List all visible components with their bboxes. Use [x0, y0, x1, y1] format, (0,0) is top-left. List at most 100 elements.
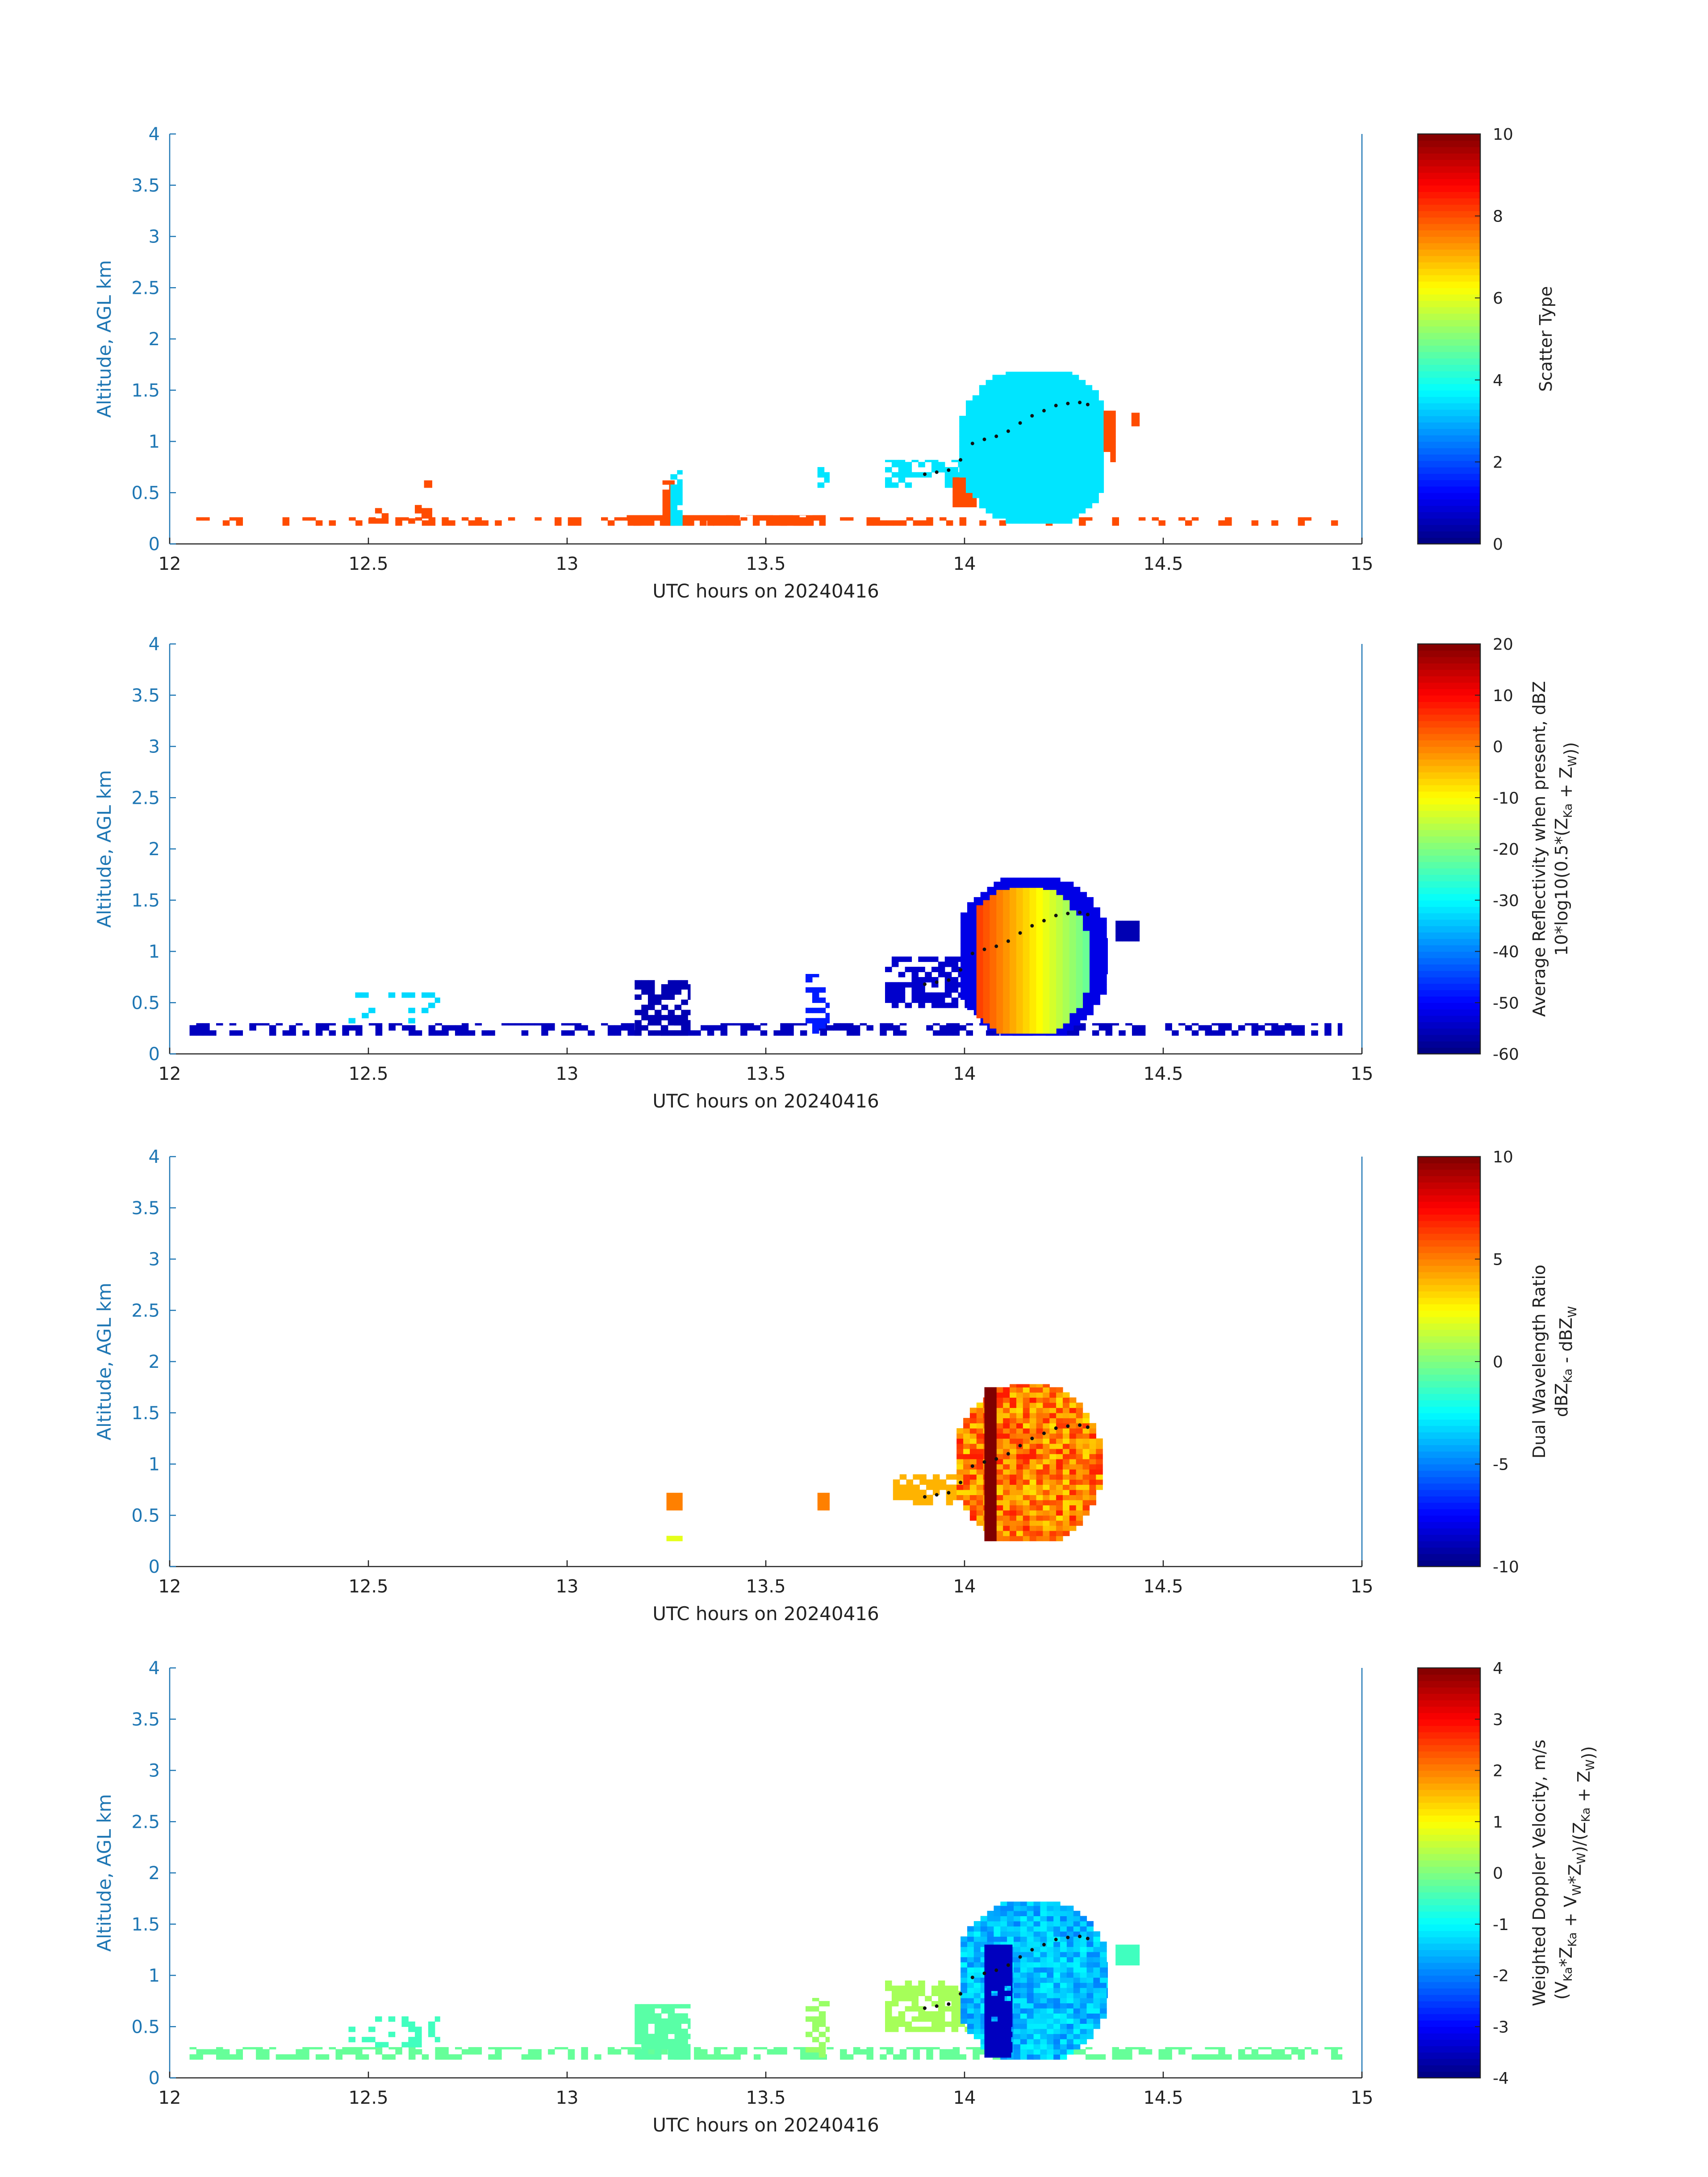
heatmap-cell — [1085, 451, 1093, 457]
heatmap-cell — [401, 2021, 409, 2027]
heatmap-cell — [574, 1023, 582, 1026]
colorbar-swatch — [1418, 1259, 1480, 1266]
heatmap-cell — [1086, 1931, 1094, 1937]
heatmap-cell — [1085, 405, 1093, 411]
heatmap-cell — [1069, 1408, 1077, 1413]
heatmap-cell — [976, 926, 984, 932]
heatmap-cell — [1025, 372, 1033, 375]
heatmap-cell — [641, 2018, 648, 2024]
heatmap-cell — [886, 2049, 894, 2055]
colorbar-swatch — [1418, 740, 1480, 747]
heatmap-cell — [661, 2044, 668, 2050]
heatmap-cell — [680, 1505, 683, 1511]
heatmap-cell — [1100, 1962, 1107, 1968]
heatmap-cell — [906, 517, 914, 521]
heatmap-cell — [1003, 1007, 1010, 1013]
heatmap-cell — [1063, 1408, 1070, 1413]
heatmap-cell — [222, 520, 230, 526]
heatmap-cell — [362, 2037, 369, 2043]
heatmap-cell — [541, 1025, 548, 1031]
heatmap-cell — [1023, 982, 1030, 988]
heatmap-cell — [1014, 1972, 1021, 1978]
heatmap-cell — [990, 982, 997, 988]
heatmap-cell — [1039, 416, 1046, 422]
heatmap-cell — [999, 447, 1006, 452]
heatmap-cell — [1086, 2054, 1093, 2060]
heatmap-cell — [662, 515, 670, 521]
heatmap-cell — [780, 2049, 787, 2055]
heatmap-cell — [976, 1505, 984, 1511]
heatmap-cell — [976, 1013, 984, 1019]
heatmap-cell — [1049, 1443, 1057, 1449]
heatmap-cell — [885, 2006, 892, 2012]
heatmap-cell — [740, 1023, 748, 1026]
heatmap-cell — [1025, 477, 1033, 483]
overlay-dot — [1042, 1431, 1046, 1435]
heatmap-cell — [1069, 1484, 1077, 1490]
colorbar-swatch — [1418, 1208, 1480, 1215]
colorbar-tick-label: -1 — [1493, 1916, 1509, 1934]
heatmap-cell — [415, 1030, 422, 1036]
heatmap-cell — [1073, 2028, 1081, 2034]
heatmap-cell — [296, 2049, 303, 2055]
colorbar-swatch — [1418, 422, 1480, 429]
heatmap-cell — [1016, 1433, 1023, 1439]
heatmap-cell — [1082, 1454, 1090, 1459]
heatmap-cell — [960, 1972, 968, 1978]
heatmap-cell — [952, 2047, 960, 2050]
colorbar-swatch — [1418, 531, 1480, 538]
heatmap-cell — [812, 997, 819, 1003]
heatmap-cell — [315, 2047, 323, 2050]
heatmap-cell — [960, 2008, 968, 2014]
heatmap-cell — [969, 1428, 977, 1434]
heatmap-cell — [779, 520, 786, 526]
heatmap-cell — [635, 2018, 642, 2024]
heatmap-cell — [799, 520, 806, 526]
heatmap-cell — [1029, 957, 1037, 962]
heatmap-cell — [528, 2054, 535, 2060]
heatmap-cell — [1065, 372, 1073, 375]
heatmap-cell — [951, 467, 959, 472]
y-tick-label: 3.5 — [131, 1709, 160, 1730]
colorbar-swatch — [1418, 1962, 1480, 1969]
heatmap-cell — [668, 2008, 675, 2014]
heatmap-cell — [966, 436, 973, 442]
heatmap-cell — [998, 2027, 1005, 2032]
heatmap-cell — [1016, 1013, 1023, 1019]
heatmap-cell — [1080, 2008, 1087, 2014]
heatmap-cell — [256, 1023, 263, 1026]
heatmap-cell — [1066, 2018, 1074, 2024]
heatmap-cell — [944, 477, 952, 483]
heatmap-cell — [222, 2049, 230, 2055]
x-axis-label: UTC hours on 20240416 — [652, 580, 879, 602]
heatmap-cell — [1047, 1982, 1054, 1988]
heatmap-cell — [1006, 497, 1013, 503]
heatmap-cell — [853, 2049, 860, 2055]
heatmap-cell — [960, 958, 968, 964]
heatmap-cell — [1032, 372, 1040, 375]
heatmap-cell — [1032, 508, 1040, 514]
heatmap-cell — [994, 1910, 1001, 1916]
heatmap-cell — [984, 2031, 991, 2037]
heatmap-cell — [1003, 997, 1010, 1003]
heatmap-cell — [913, 1489, 920, 1495]
heatmap-cell — [1078, 395, 1086, 401]
colorbar-swatch — [1418, 1297, 1480, 1304]
heatmap-cell — [1029, 961, 1037, 967]
heatmap-cell — [766, 515, 773, 521]
heatmap-cell — [1016, 1525, 1023, 1531]
heatmap-cell — [707, 2054, 714, 2060]
colorbar-swatch — [1418, 172, 1480, 180]
heatmap-cell — [986, 497, 993, 503]
heatmap-cell — [996, 1530, 1003, 1536]
heatmap-cell — [1107, 958, 1108, 964]
heatmap-cell — [641, 2044, 648, 2050]
heatmap-cell — [991, 1530, 997, 1536]
heatmap-cell — [1093, 1988, 1100, 1993]
heatmap-cell — [1059, 441, 1066, 447]
heatmap-cell — [662, 500, 670, 506]
heatmap-cell — [1107, 1988, 1108, 1993]
heatmap-cell — [648, 1004, 655, 1010]
heatmap-cell — [905, 957, 912, 962]
heatmap-cell — [817, 467, 825, 472]
